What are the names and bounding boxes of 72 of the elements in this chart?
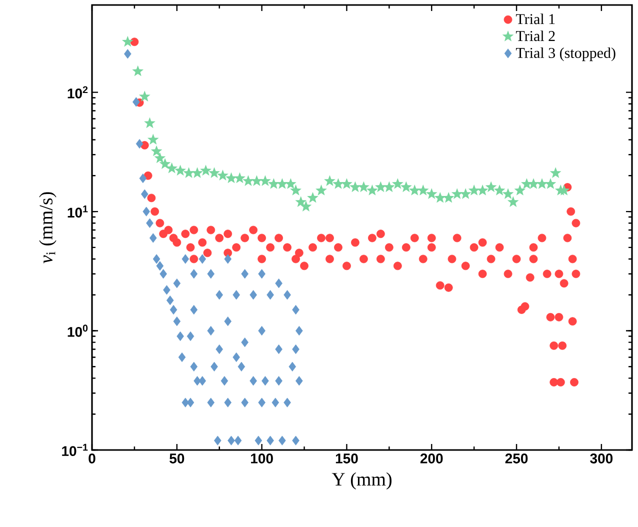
point	[300, 200, 312, 212]
point	[192, 167, 203, 178]
point	[366, 184, 378, 196]
point	[144, 117, 156, 128]
point	[122, 36, 134, 47]
point	[276, 178, 288, 189]
point	[350, 181, 361, 192]
point	[166, 162, 178, 174]
point	[290, 184, 302, 196]
point	[260, 175, 271, 186]
y-tick-label: 10$^{1}$	[68, 205, 88, 218]
point	[242, 175, 254, 186]
point	[408, 184, 420, 196]
point	[138, 90, 150, 102]
point	[528, 178, 540, 189]
point	[485, 181, 497, 192]
point	[476, 184, 488, 196]
point	[268, 178, 280, 189]
point	[183, 167, 194, 178]
point	[332, 178, 344, 189]
point	[295, 196, 307, 207]
point	[226, 172, 237, 184]
point	[316, 184, 327, 196]
point	[217, 170, 228, 181]
x-tick-label: 250	[505, 454, 528, 464]
x-tick-label: 0	[88, 454, 96, 464]
point	[150, 145, 162, 156]
point	[502, 188, 514, 199]
point	[392, 178, 404, 189]
legend-label: Trial 1	[516, 14, 555, 24]
x-tick-label: 300	[590, 454, 613, 464]
point	[383, 181, 395, 192]
point	[536, 178, 548, 189]
point	[174, 164, 186, 176]
point	[159, 158, 171, 169]
x-axis-title: Y (mm)	[332, 472, 392, 490]
point	[208, 167, 220, 178]
point	[514, 184, 526, 196]
point	[132, 65, 144, 76]
point	[400, 181, 412, 192]
point	[442, 192, 454, 203]
point	[284, 178, 296, 189]
point	[251, 175, 262, 186]
point	[324, 175, 336, 186]
point	[494, 184, 506, 196]
point	[147, 134, 159, 145]
point	[417, 184, 429, 196]
x-tick-label: 200	[420, 454, 443, 464]
y-tick-label: 10$^{0}$	[68, 324, 88, 337]
point	[234, 172, 246, 184]
x-tick-label: 100	[251, 454, 273, 464]
point	[460, 188, 472, 199]
y-axis-title: v$_{i}$ (mm/s)	[39, 192, 56, 264]
point	[550, 167, 562, 178]
point	[451, 188, 463, 199]
x-tick-label: 150	[336, 454, 358, 464]
point	[468, 184, 480, 196]
point	[544, 178, 556, 189]
y-tick-label: 10$^{2}$	[68, 86, 88, 98]
point	[200, 164, 212, 176]
point	[426, 188, 438, 199]
point	[507, 196, 519, 207]
y-tick-label: 10$^{−1}$	[62, 444, 88, 456]
legend-label: Trial 3 (stopped)	[516, 47, 616, 62]
legend-label: Trial 2	[516, 30, 555, 42]
point	[307, 192, 318, 203]
point	[434, 192, 446, 203]
x-tick-label: 50	[170, 454, 184, 464]
point	[341, 178, 352, 189]
point	[154, 152, 166, 164]
point	[358, 181, 370, 192]
point	[374, 181, 386, 192]
